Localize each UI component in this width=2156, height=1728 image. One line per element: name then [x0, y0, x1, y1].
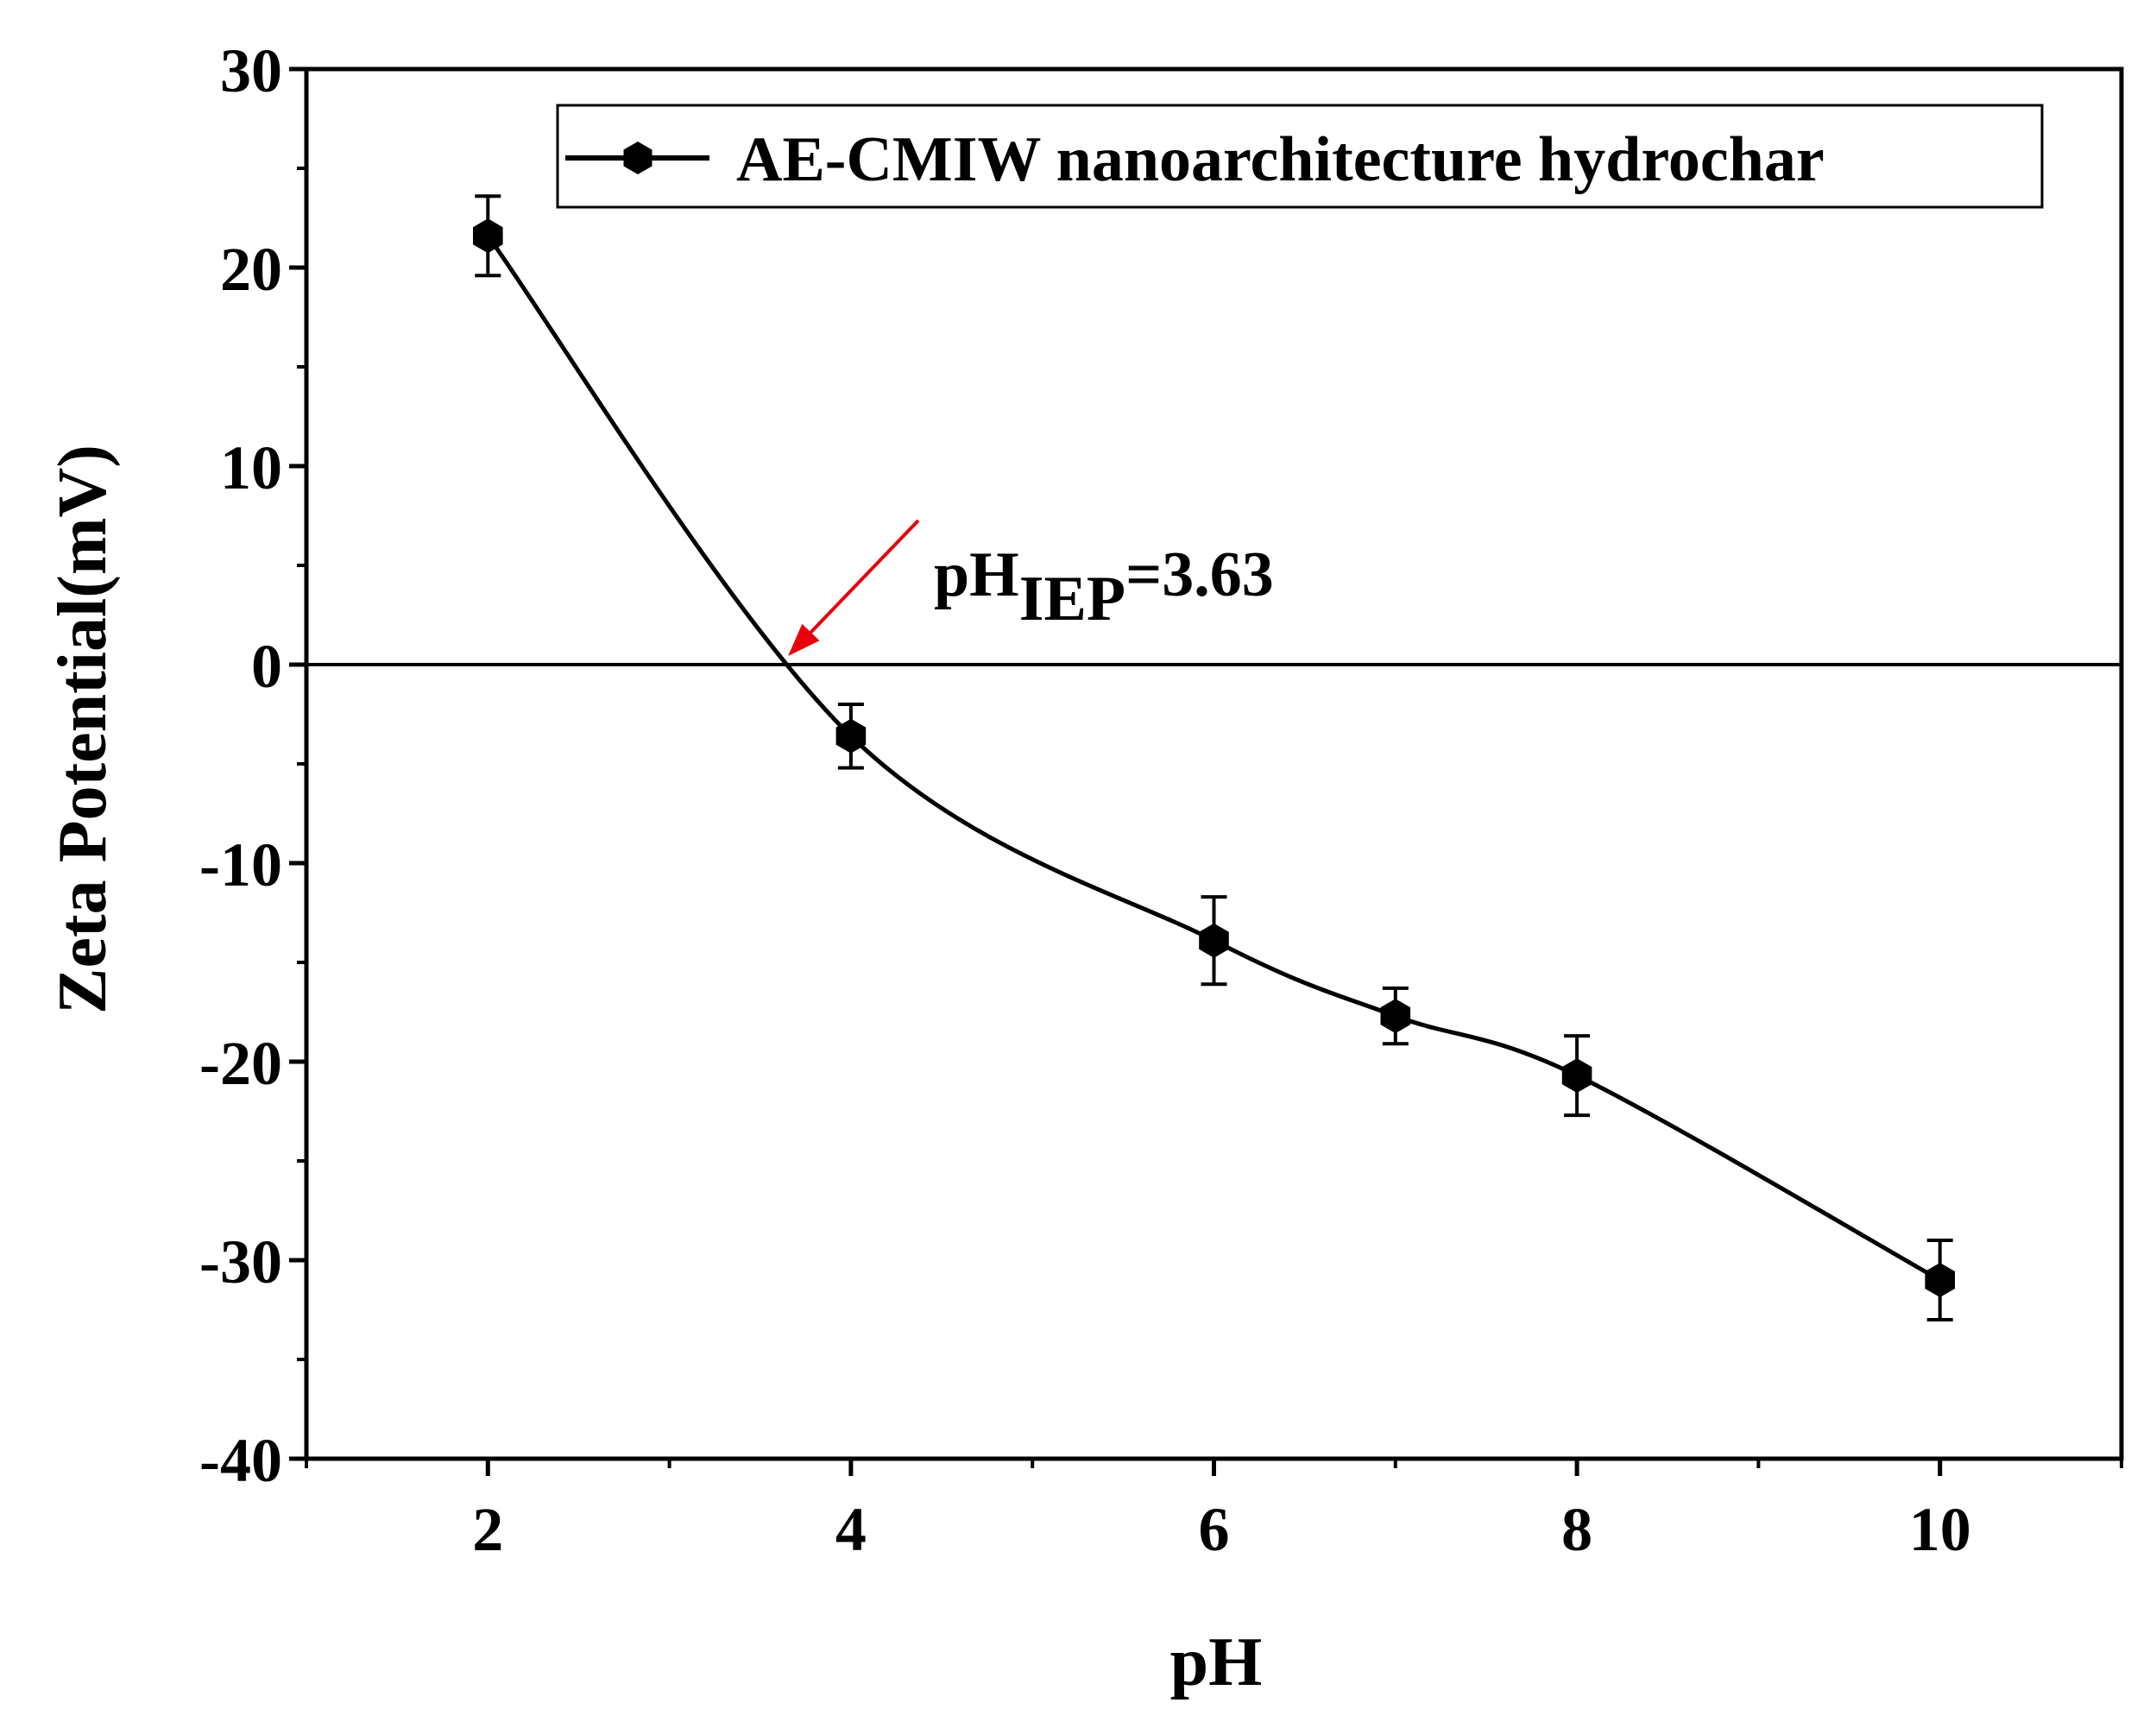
data-point — [1561, 1058, 1592, 1094]
data-point — [473, 218, 503, 254]
x-tick-label: 8 — [1561, 1495, 1592, 1564]
x-tick-label: 6 — [1199, 1495, 1230, 1564]
y-tick-label: -30 — [199, 1227, 282, 1296]
y-tick-label: 10 — [220, 433, 282, 502]
x-axis-title: pH — [1170, 1624, 1263, 1700]
iep-label: pHIEP=3.63 — [934, 539, 1274, 634]
iep-label-base: pH — [934, 539, 1019, 610]
iep-annotation: pHIEP=3.63 — [788, 519, 1274, 656]
legend-series-label: AE-CMIW nanoarchitecture hydrochar — [736, 124, 1825, 195]
iep-label-value: =3.63 — [1125, 539, 1274, 610]
legend-box — [556, 104, 2044, 209]
x-tick-label: 4 — [835, 1495, 867, 1564]
y-tick-label: 20 — [220, 235, 282, 304]
x-tick-label: 10 — [1909, 1495, 1971, 1564]
iep-arrow-shaft — [809, 519, 920, 634]
y-tick-label: -40 — [199, 1426, 282, 1495]
iep-arrow-head — [788, 623, 820, 656]
legend-hexagon-marker — [623, 142, 652, 174]
y-tick-label: -20 — [199, 1029, 282, 1098]
series-line — [486, 234, 1941, 1283]
legend: AE-CMIW nanoarchitecture hydrochar — [556, 104, 2044, 209]
data-point — [1925, 1263, 1955, 1297]
plot-frame — [304, 66, 2124, 1461]
data-point — [835, 718, 867, 754]
plot-area — [306, 194, 2121, 1321]
y-tick-label: -10 — [199, 830, 282, 899]
y-tick-label: 0 — [251, 632, 282, 701]
y-tick-label: 30 — [220, 36, 282, 105]
x-tick-label: 2 — [472, 1495, 503, 1564]
data-point — [1380, 999, 1411, 1034]
data-point — [1199, 923, 1229, 958]
axes: -40 -30 -20 -10 0 10 20 30 2 4 6 8 10 — [199, 36, 2124, 1564]
y-axis-title: Zeta Potential(mV) — [45, 445, 121, 1014]
iep-label-subscript: IEP — [1019, 564, 1125, 634]
